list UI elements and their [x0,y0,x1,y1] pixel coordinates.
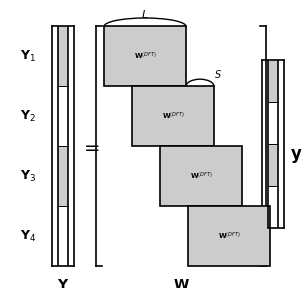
Text: $\mathbf{W}$: $\mathbf{W}$ [172,278,189,288]
Bar [58,146,68,206]
Bar [58,206,68,266]
Text: $\mathbf{W}^{(DFT)}$: $\mathbf{W}^{(DFT)}$ [190,171,212,182]
Text: $\mathbf{W}^{(DFT)}$: $\mathbf{W}^{(DFT)}$ [133,51,156,62]
Bar [160,146,242,206]
Bar [268,60,278,102]
Bar [100,26,262,266]
Text: $=$: $=$ [80,137,100,156]
Text: $\mathbf{Y}_4$: $\mathbf{Y}_4$ [20,229,36,244]
Bar [132,86,214,146]
Bar [58,26,68,266]
Text: $\mathbf{W}^{(DFT)}$: $\mathbf{W}^{(DFT)}$ [218,231,240,242]
Text: $\mathbf{Y}_1$: $\mathbf{Y}_1$ [20,49,36,64]
Bar [268,102,278,144]
Bar [268,186,278,228]
Bar [268,144,278,186]
Bar [58,26,68,86]
Bar [104,26,186,86]
Bar [268,60,278,228]
Text: $\mathbf{Y}_2$: $\mathbf{Y}_2$ [20,109,36,124]
Bar [58,86,68,146]
Text: $\mathbf{y}$: $\mathbf{y}$ [290,147,302,165]
Text: $\mathbf{Y}_3$: $\mathbf{Y}_3$ [20,169,36,184]
Bar [188,206,270,266]
Text: $L$: $L$ [141,8,149,20]
Text: $S$: $S$ [214,69,222,80]
Text: $\mathbf{W}^{(DFT)}$: $\mathbf{W}^{(DFT)}$ [162,111,185,122]
Text: $\mathbf{Y}$: $\mathbf{Y}$ [57,278,69,288]
